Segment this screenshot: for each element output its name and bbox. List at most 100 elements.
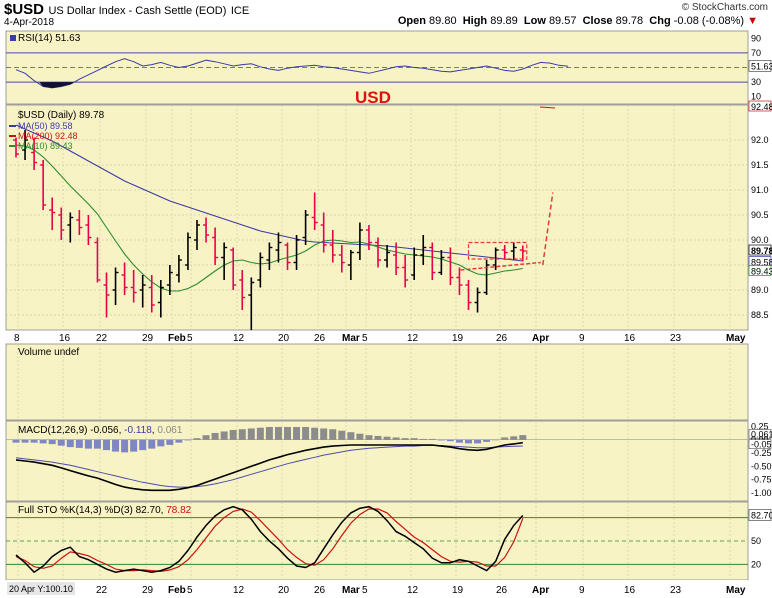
macd-histogram-bar [202,435,210,440]
macd-y-tick: -0.25 [751,448,772,458]
macd-histogram-bar [347,432,355,440]
ohlc-bar [230,247,237,290]
macd-histogram-bar [437,439,445,441]
price-axis-value-box [748,265,772,276]
ohlc-bar [266,242,273,270]
brand-label: © StockCharts.com [681,2,768,13]
low-value: 89.57 [548,15,577,27]
volume-panel [5,343,749,421]
price-legend-title: $USD (Daily) 89.78 [18,110,105,121]
ohlc-bar [293,235,300,270]
quote-line: Open 89.80 High 89.89 Low 89.57 Close 89… [398,15,758,27]
x-tick-label-price: Mar [342,333,360,344]
sto-y-tick: 82.70 [751,510,772,520]
price-y-tick: 89.0 [751,285,769,295]
macd-y-tick: 0.061 [751,429,772,439]
ohlc-bar [175,255,182,283]
x-tick-label-bottom: May [726,585,746,596]
ohlc-bar [438,250,445,275]
ohlc-bar [501,245,508,260]
macd-histogram-bar [383,436,391,440]
macd-y-tick: -0.50 [751,461,772,471]
x-tick-label-bottom: 9 [579,585,585,596]
ohlc-bar [103,272,110,318]
ohlc-bar [447,247,454,285]
macd-histogram-bar [57,439,65,446]
price-y-tick: 88.5 [751,310,769,320]
ohlc-bar [194,220,200,250]
ohlc-bar [375,237,381,268]
price-y-tick: 91.0 [751,185,769,195]
ohlc-bar [393,242,400,275]
consolidation-box [467,241,528,260]
macd-y-tick: 0.25 [751,421,769,431]
macd-histogram-bar [39,439,47,444]
macd-histogram-bar [238,429,246,440]
ohlc-bar [67,212,74,243]
sto-legend-title: Full STO %K(14,3) %D(3) [18,505,133,516]
ohlc-bar [94,237,101,283]
macd-histogram-bar [365,435,373,440]
macd-histogram-bar [184,439,192,441]
macd-histogram-bar [338,430,346,440]
macd-histogram-bar [229,429,237,440]
x-tick-label-bottom: 26 [314,585,326,596]
macd-histogram-bar [93,439,101,449]
ohlc-bar [420,235,427,265]
rsi-y-tick: 10 [751,92,761,102]
price-y-tick: 90.5 [751,210,769,220]
exchange: ICE [230,5,250,17]
usd-annotation: USD [355,88,391,107]
ohlc-bar [474,287,481,313]
rsi-oversold-fill [39,82,75,88]
macd-histogram-bar [21,439,29,443]
macd-histogram-bar [329,429,337,440]
ohlc-bar [465,280,472,310]
x-tick-label-price: 19 [452,333,464,344]
macd-legend: MACD(12,26,9) -0.056, -0.118, 0.061 [18,425,183,436]
ohlc-bar [157,280,164,318]
high-value: 89.89 [490,15,518,27]
ohlc-bar [302,210,309,245]
ohlc-bar [221,242,228,280]
macd-histogram-bar [428,438,436,440]
macd-histogram-bar [84,439,92,449]
macd-histogram-bar [193,438,201,440]
macd-histogram-bar [474,439,482,444]
high-label: High [462,15,488,27]
macd-histogram-bar [483,439,491,442]
macd-histogram-bar [392,437,400,440]
ohlc-bar [429,242,436,280]
macd-histogram-bar [284,426,291,440]
ohlc-bar [456,267,463,295]
symbol: $USD [4,1,45,18]
macd-legend-signal: -0.118 [124,425,152,436]
macd-histogram-bar [112,439,120,452]
macd-histogram-bar [455,439,463,443]
price-axis-value-box [748,244,772,256]
rsi-legend-swatch [10,35,16,41]
ohlc-bar [329,230,336,263]
macd-histogram-bar [401,438,409,440]
x-tick-label-bottom: 23 [670,585,682,596]
ohlc-bar [284,242,291,270]
close-label: Close [582,15,613,27]
ohlc-bar [31,137,38,170]
chg-down-arrow-icon: ▼ [747,15,758,27]
ohlc-bar [184,232,191,270]
macd-histogram-bar [519,435,527,440]
macd-histogram-bar [48,439,56,445]
macd-histogram-bar [419,438,427,440]
macd-histogram-bar [75,439,83,448]
x-tick-label-bottom: Feb [168,585,186,596]
macd-histogram-bar [103,439,110,451]
ohlc-bar [320,212,327,253]
macd-histogram-bar [157,439,165,447]
ohlc-bar [212,227,219,265]
x-tick-label-price: 12 [233,333,245,344]
macd-histogram-bar [30,439,38,443]
x-tick-label-price: 8 [14,333,20,344]
x-tick-label-price: 16 [624,333,636,344]
macd-histogram-bar [211,432,219,440]
